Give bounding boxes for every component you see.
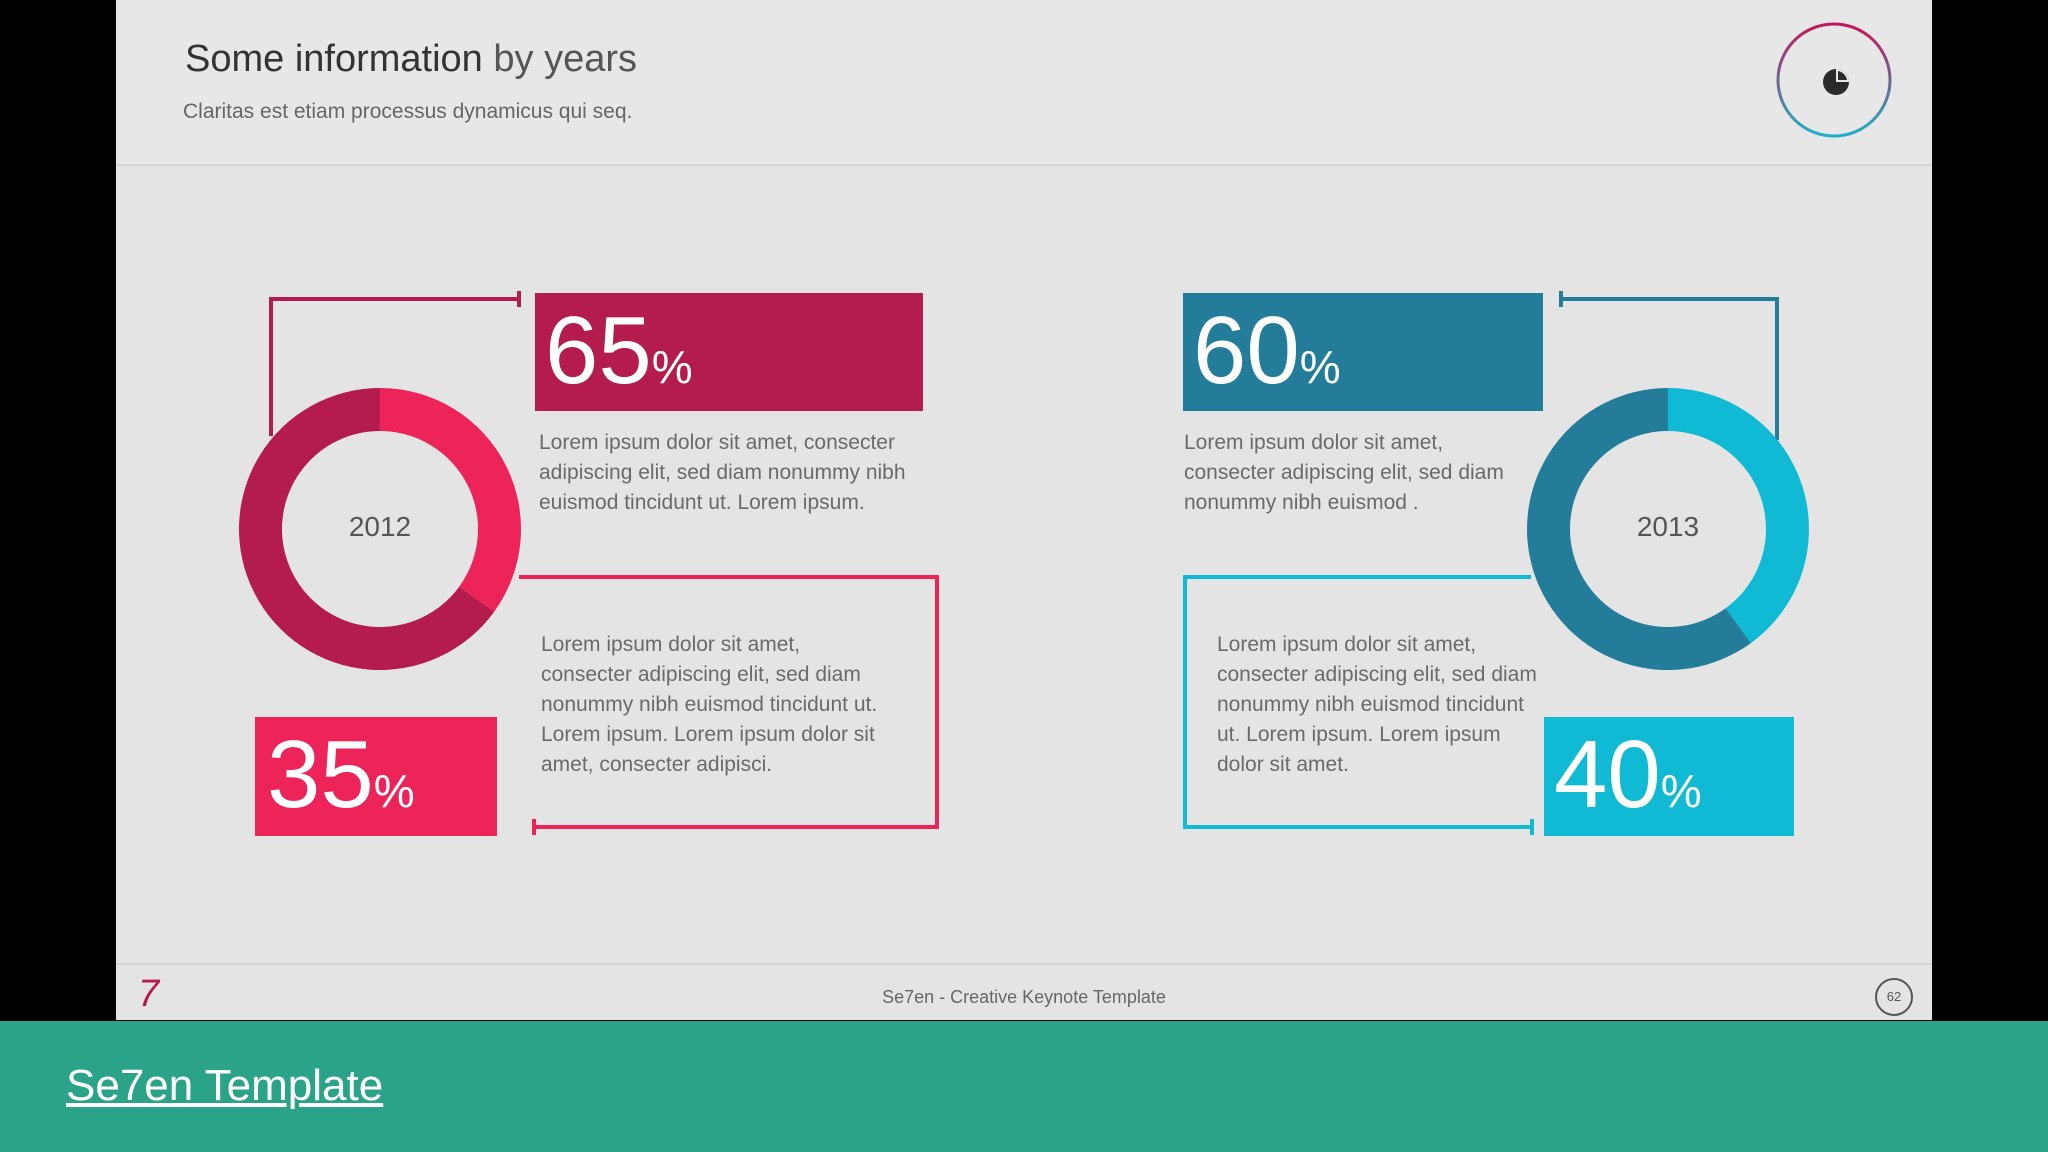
template-link[interactable]: Se7en Template: [66, 1061, 384, 1110]
slide: Some information by years Claritas est e…: [116, 0, 1932, 1020]
percent-box-65: 65%: [535, 293, 923, 411]
right-bottom-text: Lorem ipsum dolor sit amet, consecter ad…: [1217, 633, 1537, 776]
year-label-2012: 2012: [348, 511, 412, 542]
donut-chart-2012: [239, 388, 521, 670]
pie-chart-icon[interactable]: [1775, 21, 1893, 139]
percent-value: 65: [545, 297, 652, 404]
percent-value: 35: [267, 721, 374, 828]
bottom-banner: Se7en Template: [0, 1021, 2048, 1152]
page-number-badge: 62: [1875, 978, 1913, 1016]
right-top-connector: [1561, 297, 1779, 440]
percent-value: 60: [1193, 297, 1300, 404]
right-top-text: Lorem ipsum dolor sit amet, consecter ad…: [1184, 431, 1504, 514]
right-bottom-connector: [1183, 575, 1532, 829]
percent-box-60: 60%: [1183, 293, 1543, 411]
footer-logo: 7: [138, 973, 160, 1015]
left-top-text: Lorem ipsum dolor sit amet, consecter ad…: [539, 431, 906, 514]
slide-subtitle: Claritas est etiam processus dynamicus q…: [183, 100, 633, 123]
slide-header: Some information by years Claritas est e…: [116, 0, 1932, 166]
left-bottom-connector: [519, 575, 939, 829]
percent-unit: %: [651, 341, 693, 393]
percent-box-40: 40%: [1544, 717, 1794, 836]
slide-footer: 7 Se7en - Creative Keynote Template 62: [116, 963, 1932, 1020]
infographic-graphics: [239, 291, 1810, 835]
title-bold: Some information: [185, 38, 483, 80]
percent-unit: %: [1660, 765, 1702, 817]
slide-title: Some information by years: [185, 38, 637, 81]
percent-unit: %: [373, 765, 415, 817]
footer-text: Se7en - Creative Keynote Template: [882, 987, 1166, 1007]
donut-chart-2013: [1526, 388, 1810, 671]
donut-segment-major: [1526, 388, 1751, 671]
title-light: by years: [493, 38, 637, 80]
percent-unit: %: [1299, 341, 1341, 393]
year-label-2013: 2013: [1636, 511, 1700, 542]
left-top-connector: [269, 297, 519, 436]
percent-box-35: 35%: [255, 717, 497, 836]
percent-value: 40: [1554, 721, 1661, 828]
left-bottom-text: Lorem ipsum dolor sit amet, consecter ad…: [541, 633, 878, 776]
donut-segment-minor: [380, 388, 521, 612]
donut-segment-major: [239, 388, 495, 670]
donut-segment-minor: [1668, 388, 1810, 644]
